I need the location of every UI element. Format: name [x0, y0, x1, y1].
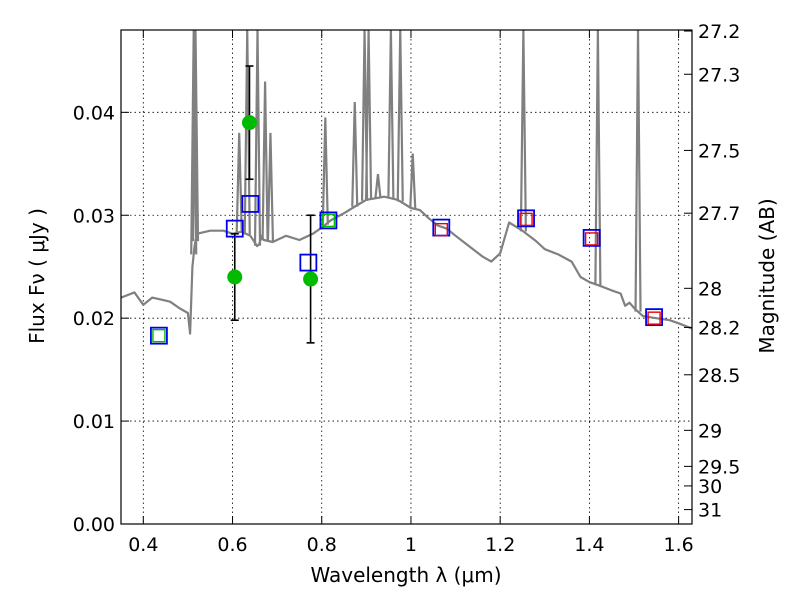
x-axis-title: Wavelength λ (μm): [310, 563, 501, 587]
y2-axis-title: Magnitude (AB): [755, 198, 779, 353]
photometry-markers: [150, 65, 663, 345]
emission-line-spike: [634, 29, 642, 312]
y2-tick-label: 27.3: [698, 64, 740, 86]
x-tick-label: 1.6: [664, 534, 694, 556]
y2-tick-label: 27.7: [698, 203, 740, 225]
model-band-square: [645, 308, 663, 327]
model-band-square: [582, 228, 601, 247]
emission-line-spike: [374, 173, 382, 198]
emission-line-spike: [235, 132, 243, 233]
y2-tick-label: 28: [698, 278, 722, 300]
emission-line-spike: [253, 29, 262, 246]
emission-line-spike: [321, 117, 329, 225]
green-square-marker: [321, 213, 336, 228]
model-spectrum-line: [120, 195, 693, 335]
model-band-square: [150, 326, 168, 345]
model-band-square: [241, 195, 260, 213]
model-band-square: [517, 209, 535, 228]
y2-tick-label: 29: [698, 420, 722, 442]
emission-line-spike: [266, 132, 275, 242]
observed-flux-point: [241, 115, 257, 131]
y2-tick-label: 28.2: [698, 317, 740, 339]
emission-line-spike: [594, 29, 602, 286]
red-square-marker: [584, 232, 599, 246]
plot-frame: [120, 29, 693, 525]
y-axis-title: Flux Fν ( μJy ): [25, 208, 49, 344]
red-square-marker: [647, 311, 661, 325]
model-band-square: [225, 219, 244, 238]
y-tick-label: 0.02: [73, 308, 115, 330]
emission-line-spike: [409, 153, 417, 209]
x-tick-label: 0.4: [128, 534, 158, 556]
observed-flux-point: [303, 271, 319, 287]
y-tick-label: 0.04: [73, 102, 115, 124]
y2-tick-label: 29.5: [698, 456, 740, 478]
y2-tick-label: 30: [698, 476, 722, 498]
emission-line-spike: [351, 101, 359, 207]
x-tick-label: 0.6: [217, 534, 247, 556]
x-tick-label: 0.8: [307, 534, 337, 556]
red-square-marker: [519, 212, 533, 227]
y2-tick-label: 27.5: [698, 140, 740, 162]
y2-tick-label: 31: [698, 500, 722, 522]
y2-tick-label: 28.5: [698, 365, 740, 387]
emission-line-spike: [519, 29, 527, 232]
gridlines: [121, 30, 692, 524]
x-tick-label: 1: [405, 534, 417, 556]
emission-line-spike: [396, 29, 404, 202]
y-tick-label: 0.00: [73, 514, 115, 536]
model-band-square: [319, 211, 338, 230]
emission-line-spike: [387, 29, 395, 199]
red-square-marker: [434, 222, 448, 237]
emission-line-spike: [261, 81, 269, 241]
x-tick-label: 1.2: [485, 534, 515, 556]
y-tick-label: 0.03: [73, 205, 115, 227]
model-band-square: [299, 253, 318, 272]
y2-tick-label: 27.2: [698, 21, 740, 43]
observed-flux-point: [227, 269, 243, 285]
y-tick-label: 0.01: [73, 411, 115, 433]
green-square-marker: [152, 328, 166, 343]
model-spectrum: [120, 29, 693, 335]
x-tick-label: 1.4: [574, 534, 604, 556]
emission-line-spike: [364, 29, 373, 200]
axis-ticks: 0.4 0.6 0.8 1 1.2 1.4 1.6 0.00 0.01 0.02 0.03 0.04 2…: [73, 21, 741, 556]
